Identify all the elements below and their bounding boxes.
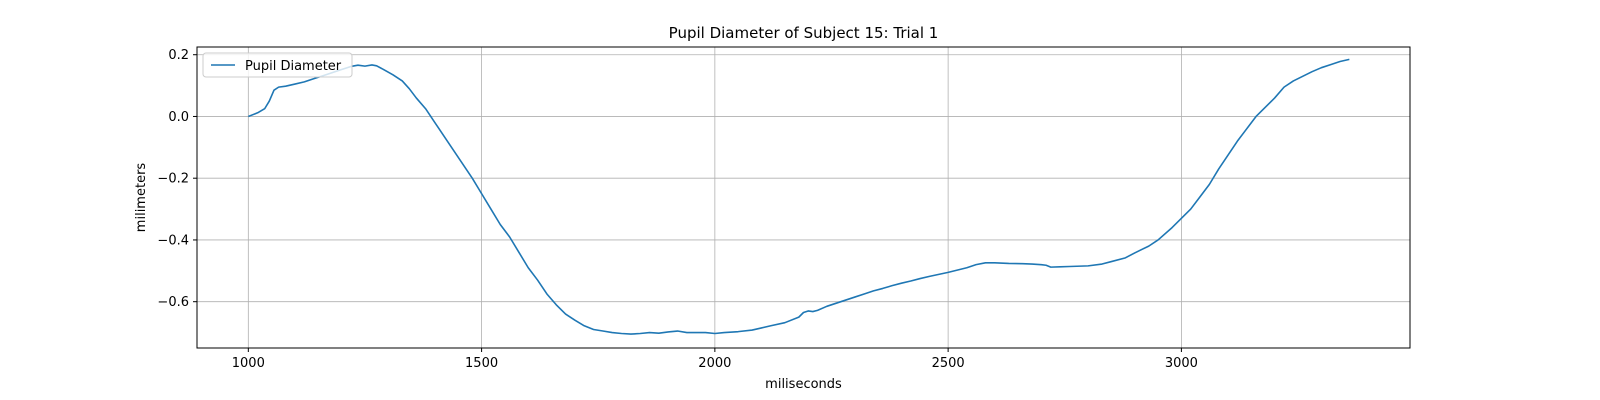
legend: Pupil Diameter — [203, 53, 352, 77]
x-tick-label: 2000 — [698, 356, 731, 371]
y-tick-label: 0.2 — [168, 48, 189, 63]
x-tick-label: 2500 — [932, 356, 965, 371]
y-axis-label: milimeters — [134, 163, 149, 233]
y-tick-label: −0.2 — [157, 172, 189, 187]
x-axis-label: miliseconds — [765, 377, 842, 392]
y-tick-label: −0.6 — [157, 295, 189, 310]
x-tick-label: 1500 — [465, 356, 498, 371]
x-tick-label: 1000 — [232, 356, 265, 371]
y-tick-label: −0.4 — [157, 233, 189, 248]
x-tick-label: 3000 — [1165, 356, 1198, 371]
y-tick-label: 0.0 — [168, 110, 189, 125]
legend-entry-pupil-diameter: Pupil Diameter — [245, 59, 342, 74]
chart-title: Pupil Diameter of Subject 15: Trial 1 — [669, 24, 939, 42]
